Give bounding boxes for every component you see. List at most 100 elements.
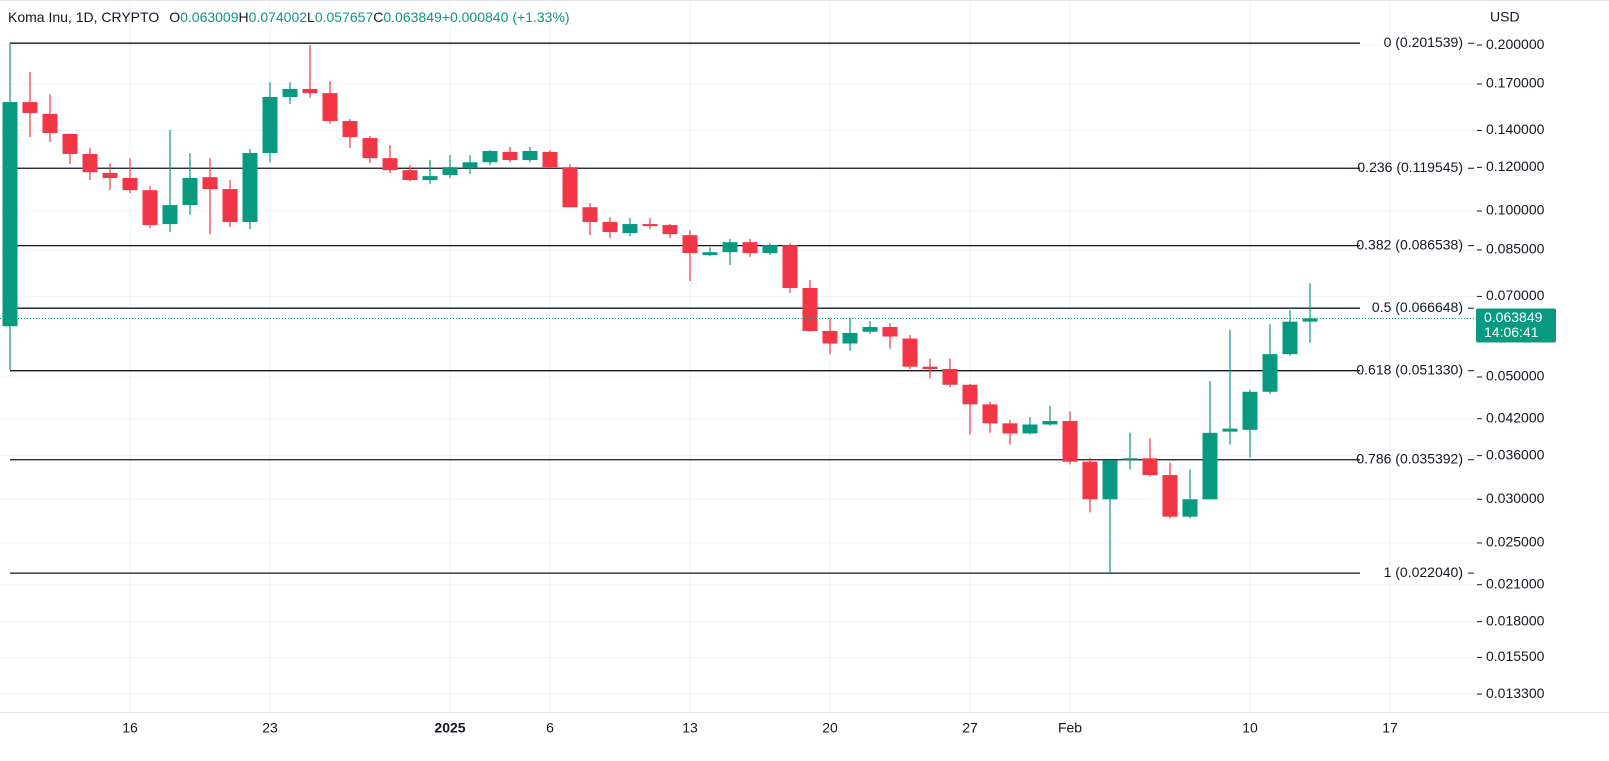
- candle-body: [602, 222, 618, 233]
- last-price-box: [1476, 308, 1556, 343]
- candle-body: [1222, 428, 1238, 432]
- legend-field-label: L: [307, 9, 315, 25]
- y-tick-label: 0.021000: [1486, 575, 1545, 591]
- y-tick-label: 0.170000: [1486, 75, 1545, 91]
- candle-body: [1042, 421, 1058, 425]
- candle-body: [1162, 475, 1178, 517]
- y-tick-label: 0.085000: [1486, 241, 1545, 257]
- candle-body: [842, 332, 858, 344]
- candle-body: [22, 102, 38, 113]
- candle-body: [622, 224, 638, 234]
- candle-body: [742, 242, 758, 254]
- legend-field-value: 0.063009: [180, 9, 239, 25]
- candle-body: [242, 153, 258, 223]
- candle-body: [882, 327, 898, 337]
- candle-body: [1202, 432, 1218, 500]
- x-tick-label: 2025: [434, 720, 465, 736]
- candle-body: [502, 151, 518, 161]
- y-tick-label: 0.042000: [1486, 409, 1545, 425]
- candle-body: [1242, 391, 1258, 430]
- candle-body: [982, 404, 998, 424]
- candle-body: [222, 189, 238, 223]
- last-price-label: 0.063849: [1484, 309, 1543, 325]
- legend-title: Koma Inu, 1D, CRYPTO: [8, 9, 160, 25]
- candle-body: [2, 102, 18, 327]
- x-tick-label: Feb: [1058, 720, 1082, 736]
- candle-body: [322, 93, 338, 122]
- candle-body: [542, 151, 558, 168]
- y-tick-label: 0.120000: [1486, 158, 1545, 174]
- candle-body: [1022, 424, 1038, 434]
- x-tick-label: 20: [822, 720, 838, 736]
- candle-body: [942, 368, 958, 385]
- y-tick-label: 0.030000: [1486, 490, 1545, 506]
- x-tick-label: 10: [1242, 720, 1258, 736]
- candle-body: [362, 138, 378, 159]
- fib-label: 0.5 (0.066648): [1372, 299, 1463, 315]
- fib-label: 0.236 (0.119545): [1357, 159, 1463, 175]
- candle-body: [302, 88, 318, 94]
- candle-body: [62, 133, 78, 154]
- currency: USD: [1490, 9, 1520, 25]
- x-tick-label: 6: [546, 720, 554, 736]
- candle-body: [782, 245, 798, 289]
- x-tick-label: 16: [122, 720, 138, 736]
- candle-body: [582, 207, 598, 223]
- candle-body: [662, 225, 678, 235]
- candle-body: [1122, 458, 1138, 460]
- x-tick-label: 27: [962, 720, 978, 736]
- legend-change: +0.000840: [441, 9, 509, 25]
- candle-body: [202, 177, 218, 190]
- candle-body: [102, 173, 118, 178]
- candle-body: [1302, 318, 1318, 322]
- countdown: 14:06:41: [1484, 324, 1539, 340]
- legend-field-value: 0.057657: [314, 9, 374, 25]
- candle-body: [722, 242, 738, 253]
- legend-change-percent: (+1.33%): [512, 9, 570, 25]
- candle-body: [1142, 458, 1158, 476]
- y-tick-label: 0.140000: [1486, 121, 1545, 137]
- fib-label: 0 (0.201539): [1384, 34, 1463, 50]
- y-tick-label: 0.025000: [1486, 534, 1545, 550]
- candle-body: [402, 170, 418, 181]
- candle-body: [802, 288, 818, 331]
- candle-body: [1102, 460, 1118, 500]
- candle-body: [862, 327, 878, 332]
- candle-body: [162, 205, 178, 225]
- y-tick-label: 0.013300: [1486, 685, 1545, 701]
- candle-body: [422, 176, 438, 181]
- legend-field-value: 0.074002: [248, 9, 308, 25]
- candle-body: [962, 384, 978, 405]
- candle-body: [902, 338, 918, 367]
- candle-body: [1262, 354, 1278, 392]
- y-tick-label: 0.100000: [1486, 202, 1545, 218]
- candle-body: [82, 153, 98, 173]
- candle-body: [1182, 499, 1198, 517]
- candle-body: [522, 150, 538, 161]
- x-tick-label: 23: [262, 720, 278, 736]
- candle-body: [1282, 321, 1298, 355]
- candle-body: [182, 177, 198, 206]
- legend-field-label: H: [238, 9, 249, 25]
- candle-body: [1082, 461, 1098, 500]
- candle-body: [1002, 423, 1018, 434]
- candle-body: [262, 96, 278, 154]
- candle-body: [342, 121, 358, 138]
- candle-body: [922, 366, 938, 369]
- x-tick-label: 17: [1382, 720, 1398, 736]
- x-tick-label: 13: [682, 720, 698, 736]
- candle-body: [1062, 421, 1078, 462]
- fib-label: 0.786 (0.035392): [1356, 450, 1463, 466]
- candle-body: [762, 245, 778, 254]
- candle-body: [42, 113, 58, 134]
- candle-body: [482, 150, 498, 163]
- candle-body: [442, 167, 458, 176]
- candle-body: [382, 158, 398, 171]
- y-tick-label: 0.015500: [1486, 648, 1545, 664]
- y-tick-label: 0.050000: [1486, 368, 1545, 384]
- candle-body: [282, 88, 298, 97]
- candle-body: [562, 167, 578, 208]
- candle-body: [702, 252, 718, 256]
